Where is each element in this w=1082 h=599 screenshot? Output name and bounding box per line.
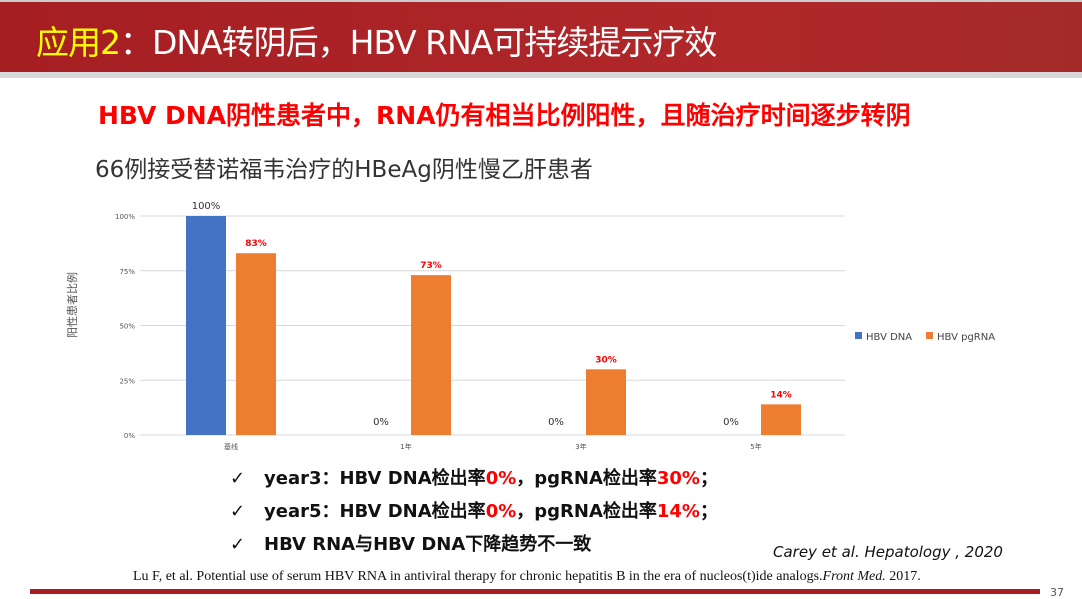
y-tick-label: 75%: [119, 268, 135, 276]
header-banner: [0, 0, 1082, 78]
bullet-2: ✓ year5：HBV DNA检出率0%，pgRNA检出率14%；: [230, 501, 718, 522]
citation-reference: Lu F, et al. Potential use of serum HBV …: [133, 569, 921, 584]
headline: HBV DNA阴性患者中，RNA仍有相当比例阳性，且随治疗时间逐步转阴: [98, 101, 911, 130]
citation-primary: Carey et al. Hepatology , 2020: [773, 543, 1003, 561]
y-tick-label: 0%: [124, 432, 135, 440]
legend-swatch-dna: [855, 332, 862, 339]
header-divider: [0, 72, 1082, 78]
data-label: 30%: [595, 355, 617, 365]
subtitle: 66例接受替诺福韦治疗的HBeAg阴性慢乙肝患者: [95, 157, 593, 183]
bullet-3: ✓ HBV RNA与HBV DNA下降趋势不一致: [230, 534, 592, 555]
page-number: 37: [1050, 586, 1064, 599]
bullet-1: ✓ year3：HBV DNA检出率0%，pgRNA检出率30%；: [230, 468, 718, 489]
x-tick-label: 基线: [224, 442, 238, 451]
x-tick-label: 5年: [750, 442, 761, 451]
y-tick-label: 100%: [115, 213, 135, 221]
data-label: 0%: [373, 417, 389, 428]
footer-line: [30, 589, 1040, 594]
data-label: 100%: [192, 201, 221, 212]
bar-rna: [586, 369, 626, 435]
x-tick-label: 1年: [400, 442, 411, 451]
legend-label-dna: HBV DNA: [866, 332, 912, 343]
bar-rna: [411, 275, 451, 435]
y-tick-label: 25%: [119, 377, 135, 385]
slide-title: 应用2：DNA转阴后，HBV RNA可持续提示疗效: [36, 23, 717, 62]
check-icon: ✓: [230, 534, 246, 555]
legend-swatch-rna: [926, 332, 933, 339]
x-tick-label: 3年: [575, 442, 586, 451]
y-tick-label: 50%: [119, 323, 135, 331]
data-label: 0%: [723, 417, 739, 428]
check-icon: ✓: [230, 468, 246, 489]
data-label: 73%: [420, 261, 442, 271]
y-axis-label: 阳性患者比例: [65, 272, 79, 338]
data-label: 14%: [770, 390, 792, 400]
data-label: 83%: [245, 239, 267, 249]
bar-rna: [761, 404, 801, 435]
legend: HBV DNA HBV pgRNA: [855, 332, 995, 343]
bar-rna: [236, 253, 276, 435]
bar-dna: [186, 216, 226, 435]
data-label: 0%: [548, 417, 564, 428]
check-icon: ✓: [230, 501, 246, 522]
legend-label-rna: HBV pgRNA: [937, 332, 995, 343]
